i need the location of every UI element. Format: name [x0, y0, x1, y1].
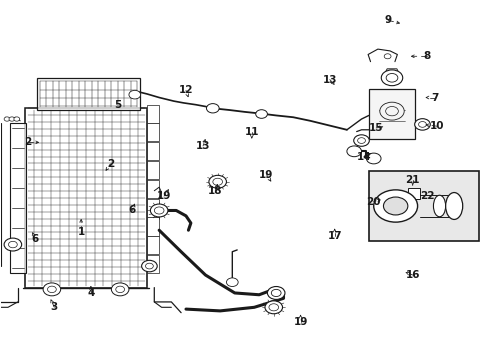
Text: 22: 22: [419, 191, 434, 201]
Circle shape: [4, 117, 10, 121]
Text: 4: 4: [87, 288, 94, 298]
Circle shape: [9, 117, 15, 121]
Bar: [147, 104, 159, 123]
Circle shape: [353, 135, 368, 146]
Bar: [147, 236, 159, 255]
Text: 18: 18: [207, 186, 222, 196]
Text: 14: 14: [356, 152, 370, 162]
Circle shape: [8, 241, 17, 248]
Ellipse shape: [432, 195, 445, 217]
Bar: [147, 123, 159, 141]
Circle shape: [154, 207, 163, 214]
Circle shape: [379, 102, 404, 120]
Circle shape: [271, 289, 281, 297]
Bar: [368, 89, 414, 139]
Ellipse shape: [445, 193, 462, 220]
Text: 20: 20: [366, 197, 380, 207]
Text: 13: 13: [322, 75, 336, 85]
Circle shape: [357, 138, 365, 143]
Circle shape: [145, 263, 153, 269]
Text: 3: 3: [51, 302, 58, 312]
Circle shape: [386, 73, 397, 82]
Bar: [147, 180, 159, 198]
Circle shape: [43, 283, 61, 296]
Circle shape: [418, 122, 426, 127]
Circle shape: [384, 54, 390, 59]
Bar: [25, 108, 147, 288]
Text: 19: 19: [259, 170, 273, 180]
Text: 16: 16: [405, 270, 419, 280]
Text: 15: 15: [368, 123, 383, 133]
Circle shape: [268, 304, 278, 311]
Text: 19: 19: [293, 317, 307, 327]
Bar: [407, 188, 419, 199]
Circle shape: [150, 204, 167, 217]
Text: 2: 2: [24, 138, 31, 147]
Bar: [147, 255, 159, 273]
Circle shape: [142, 260, 157, 272]
Circle shape: [47, 286, 56, 293]
Circle shape: [267, 287, 285, 300]
Bar: [37, 78, 140, 110]
Circle shape: [111, 283, 129, 296]
Circle shape: [14, 117, 20, 121]
Text: 9: 9: [384, 15, 391, 26]
Circle shape: [264, 301, 282, 314]
Bar: [147, 161, 159, 179]
Bar: [368, 171, 478, 241]
Circle shape: [212, 178, 222, 185]
Text: 13: 13: [195, 141, 210, 151]
Text: 21: 21: [405, 175, 419, 185]
Bar: [147, 217, 159, 235]
Circle shape: [381, 70, 402, 86]
Text: 6: 6: [31, 234, 39, 244]
Text: 7: 7: [430, 93, 437, 103]
Circle shape: [414, 119, 429, 130]
Text: 1: 1: [78, 227, 84, 237]
Bar: [147, 142, 159, 160]
Bar: [147, 199, 159, 217]
Text: 17: 17: [327, 231, 341, 240]
Circle shape: [366, 153, 380, 164]
Text: 6: 6: [128, 206, 136, 216]
Text: 10: 10: [429, 121, 444, 131]
Text: 8: 8: [423, 51, 430, 61]
Circle shape: [226, 278, 238, 287]
Circle shape: [4, 238, 21, 251]
Circle shape: [129, 90, 141, 99]
Circle shape: [383, 197, 407, 215]
Text: 19: 19: [157, 191, 171, 201]
Text: 11: 11: [244, 127, 259, 136]
Circle shape: [208, 175, 226, 188]
Circle shape: [385, 107, 398, 116]
Circle shape: [116, 286, 124, 293]
Circle shape: [255, 110, 267, 118]
Text: 2: 2: [106, 159, 114, 169]
Text: 5: 5: [114, 100, 121, 110]
Circle shape: [206, 104, 219, 113]
Bar: [10, 123, 26, 273]
Circle shape: [346, 146, 361, 157]
Text: 12: 12: [179, 85, 193, 95]
Circle shape: [373, 190, 417, 222]
